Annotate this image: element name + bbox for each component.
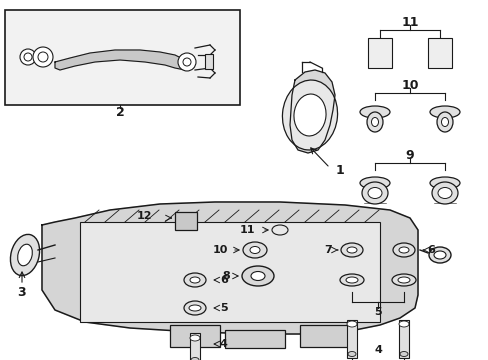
- Text: 11: 11: [239, 225, 254, 235]
- Circle shape: [24, 53, 32, 61]
- Bar: [80, 222, 379, 322]
- Ellipse shape: [190, 277, 200, 283]
- Ellipse shape: [359, 177, 389, 189]
- Ellipse shape: [346, 247, 356, 253]
- Ellipse shape: [282, 80, 337, 150]
- Bar: [224, 330, 285, 348]
- Ellipse shape: [361, 182, 387, 204]
- Ellipse shape: [293, 94, 325, 136]
- Polygon shape: [42, 202, 417, 334]
- Ellipse shape: [398, 247, 408, 253]
- Ellipse shape: [431, 182, 457, 204]
- Text: 5: 5: [220, 303, 227, 313]
- Ellipse shape: [183, 273, 205, 287]
- Ellipse shape: [10, 234, 40, 276]
- Ellipse shape: [191, 357, 199, 360]
- Ellipse shape: [249, 247, 260, 253]
- Ellipse shape: [183, 301, 205, 315]
- Ellipse shape: [190, 335, 200, 341]
- Ellipse shape: [242, 266, 273, 286]
- Ellipse shape: [397, 277, 409, 283]
- Bar: [367, 38, 391, 68]
- Ellipse shape: [366, 112, 382, 132]
- Ellipse shape: [359, 106, 389, 118]
- Text: 4: 4: [373, 345, 381, 355]
- Bar: [170, 325, 220, 347]
- Circle shape: [178, 53, 196, 71]
- Ellipse shape: [371, 117, 378, 126]
- Text: 6: 6: [220, 275, 227, 285]
- Ellipse shape: [436, 112, 452, 132]
- Text: 11: 11: [401, 15, 418, 28]
- Ellipse shape: [339, 274, 363, 286]
- Polygon shape: [289, 70, 334, 153]
- Ellipse shape: [271, 225, 287, 235]
- Circle shape: [38, 52, 48, 62]
- Ellipse shape: [250, 271, 264, 280]
- Ellipse shape: [346, 321, 356, 327]
- Ellipse shape: [340, 243, 362, 257]
- Polygon shape: [55, 50, 190, 70]
- Text: 7: 7: [324, 245, 331, 255]
- Ellipse shape: [429, 106, 459, 118]
- Bar: [346, 320, 356, 358]
- Text: 9: 9: [405, 149, 413, 162]
- Ellipse shape: [367, 188, 381, 198]
- Ellipse shape: [429, 177, 459, 189]
- Circle shape: [183, 58, 191, 66]
- Text: 10: 10: [401, 78, 418, 91]
- Ellipse shape: [437, 188, 451, 198]
- Text: 6: 6: [426, 245, 434, 255]
- Ellipse shape: [243, 242, 266, 258]
- Bar: [427, 38, 451, 68]
- Text: 8: 8: [222, 271, 229, 281]
- Circle shape: [20, 49, 36, 65]
- Bar: [190, 333, 200, 360]
- Ellipse shape: [346, 277, 357, 283]
- Ellipse shape: [399, 351, 407, 356]
- Ellipse shape: [441, 117, 447, 126]
- Ellipse shape: [347, 351, 355, 356]
- Bar: [175, 212, 197, 230]
- Ellipse shape: [428, 247, 450, 263]
- Ellipse shape: [398, 321, 408, 327]
- Text: 1: 1: [335, 163, 344, 176]
- Bar: [5, 10, 240, 105]
- Text: 5: 5: [373, 307, 381, 317]
- Ellipse shape: [433, 251, 445, 259]
- Text: 12: 12: [136, 211, 152, 221]
- Circle shape: [33, 47, 53, 67]
- Bar: [204, 54, 213, 69]
- Ellipse shape: [18, 244, 32, 266]
- Ellipse shape: [392, 243, 414, 257]
- Text: 4: 4: [220, 339, 227, 349]
- Bar: [398, 320, 408, 358]
- Ellipse shape: [189, 305, 201, 311]
- Bar: [299, 325, 349, 347]
- Text: 10: 10: [212, 245, 227, 255]
- Text: 3: 3: [18, 285, 26, 298]
- Ellipse shape: [391, 274, 415, 286]
- Text: 2: 2: [115, 105, 124, 118]
